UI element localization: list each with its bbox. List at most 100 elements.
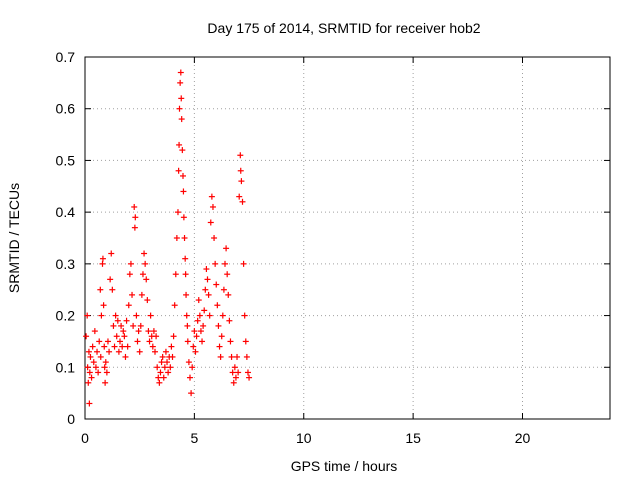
data-point: [193, 333, 200, 340]
data-point: [123, 317, 130, 324]
data-point: [223, 245, 230, 252]
data-point: [230, 379, 237, 386]
data-point: [100, 302, 107, 309]
data-point: [244, 369, 251, 376]
data-point: [152, 348, 158, 355]
data-point: [153, 333, 160, 340]
axis-ticks: [84, 56, 610, 420]
y-tick-label: 0.2: [56, 308, 76, 324]
data-point: [143, 276, 150, 283]
data-point: [158, 359, 165, 366]
plot-frame: [84, 56, 611, 420]
data-point: [164, 359, 171, 366]
data-point: [85, 379, 92, 386]
data-point: [180, 214, 187, 221]
data-point: [97, 286, 104, 293]
data-point: [142, 260, 149, 267]
data-point: [181, 235, 188, 241]
data-point: [118, 322, 125, 329]
data-point: [199, 338, 206, 345]
data-point: [132, 214, 139, 221]
x-tick-labels: 0 5 10 15 20: [81, 430, 530, 446]
data-point: [99, 255, 106, 262]
data-point: [120, 328, 127, 335]
data-point: [203, 266, 210, 273]
data-point: [117, 338, 123, 345]
data-point: [103, 369, 110, 376]
data-point: [122, 353, 129, 360]
data-point: [161, 364, 168, 371]
data-point: [173, 235, 180, 241]
data-point: [176, 141, 183, 148]
data-point: [94, 348, 101, 355]
data-point: [236, 193, 243, 200]
data-point: [215, 322, 222, 329]
data-point: [121, 333, 128, 340]
data-point: [90, 359, 97, 366]
data-point: [107, 276, 114, 283]
data-point: [226, 317, 233, 324]
data-point: [183, 291, 190, 298]
data-point: [89, 343, 96, 350]
data-point: [211, 235, 218, 241]
data-point: [112, 312, 119, 319]
data-point: [175, 167, 182, 174]
data-point: [177, 79, 184, 86]
data-point: [146, 338, 153, 345]
data-point: [217, 353, 224, 360]
data-point: [83, 333, 90, 340]
data-point: [137, 322, 144, 329]
data-point: [187, 374, 193, 381]
data-point: [113, 333, 120, 340]
data-point: [240, 260, 247, 267]
data-point: [235, 369, 242, 376]
data-point: [237, 152, 244, 159]
data-point: [134, 338, 141, 345]
data-point: [88, 374, 95, 381]
data-point: [126, 271, 133, 278]
data-point: [141, 250, 148, 257]
data-point: [130, 322, 137, 329]
data-point: [184, 322, 191, 329]
data-point: [178, 95, 185, 102]
data-point: [179, 147, 186, 154]
data-point: [125, 302, 132, 309]
data-point: [86, 400, 93, 407]
data-point: [101, 364, 108, 371]
data-point: [234, 353, 241, 360]
data-point: [170, 333, 177, 340]
x-tick-label: 10: [296, 430, 312, 446]
data-point: [206, 312, 213, 319]
data-point: [115, 348, 122, 355]
data-point: [87, 353, 94, 360]
y-tick-label: 0.6: [56, 101, 76, 117]
x-axis-label: GPS time / hours: [291, 458, 398, 474]
data-point: [114, 317, 121, 324]
data-point: [218, 333, 225, 340]
data-point: [131, 203, 138, 210]
data-point: [136, 348, 143, 355]
data-point: [110, 322, 117, 329]
data-point: [162, 348, 169, 355]
data-point: [202, 286, 209, 293]
data-point: [196, 312, 203, 319]
y-tick-label: 0.1: [56, 359, 76, 375]
data-point: [171, 302, 178, 309]
data-point: [138, 291, 145, 298]
data-point: [144, 297, 151, 304]
data-point: [220, 286, 227, 293]
y-tick-label: 0.5: [56, 152, 76, 168]
data-point: [133, 312, 140, 319]
data-point: [168, 343, 175, 350]
data-point: [242, 338, 249, 345]
data-point: [246, 374, 253, 381]
y-tick-labels: 0 0.1 0.2 0.3 0.4 0.5 0.6 0.7: [56, 49, 76, 427]
data-point: [99, 260, 106, 267]
data-point: [102, 379, 109, 386]
y-tick-label: 0.4: [56, 204, 76, 220]
data-point: [149, 343, 156, 350]
chart-title: Day 175 of 2014, SRMTID for receiver hob…: [207, 20, 480, 36]
data-point: [213, 281, 220, 288]
data-point: [231, 364, 238, 371]
data-point: [91, 328, 98, 335]
